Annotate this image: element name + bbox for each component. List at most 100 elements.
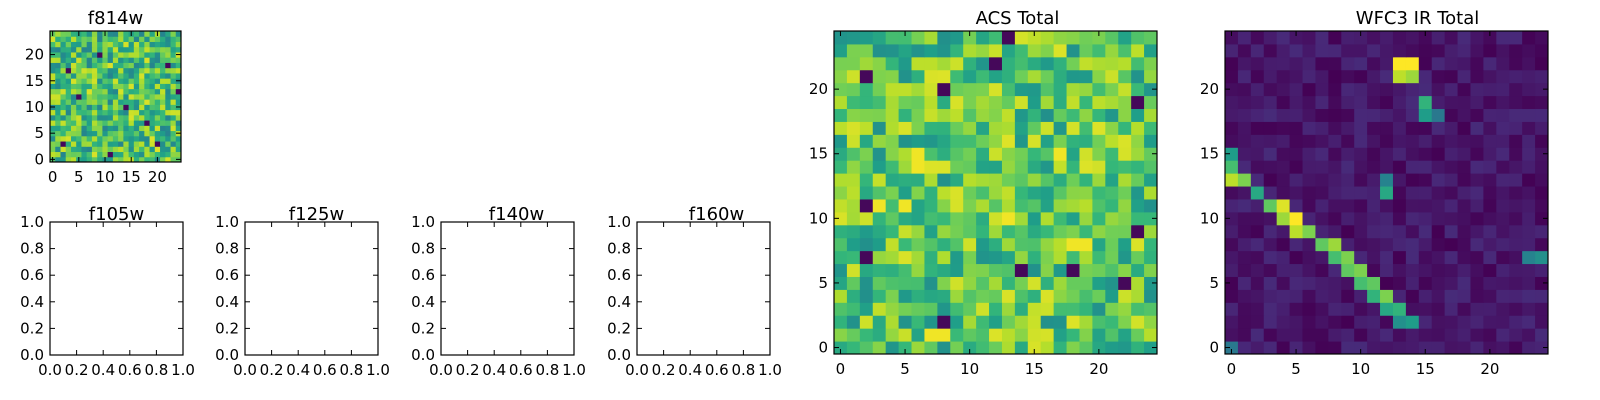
heatmap-cell — [846, 276, 861, 290]
heatmap-cell — [1131, 147, 1145, 161]
heatmap-cell — [118, 51, 124, 58]
heatmap-cell — [1470, 328, 1484, 342]
heatmap-cell — [1053, 198, 1068, 213]
heatmap-cell — [1315, 341, 1329, 355]
heatmap-cell — [898, 250, 913, 265]
heatmap-cell — [175, 135, 182, 142]
heatmap-cell — [1444, 198, 1459, 213]
heatmap-cell — [898, 121, 913, 135]
heatmap-cell — [989, 211, 1003, 226]
heatmap-cell — [898, 147, 913, 161]
heatmap-cell — [65, 146, 72, 153]
heatmap-cell — [86, 57, 93, 63]
heatmap-cell — [1328, 237, 1342, 252]
heatmap-cell — [102, 130, 109, 137]
heatmap-cell — [1431, 198, 1446, 213]
heatmap-cell — [1328, 160, 1342, 174]
heatmap-cell — [97, 141, 103, 147]
heatmap-cell — [1457, 43, 1471, 58]
heatmap-cell — [1040, 186, 1055, 200]
heatmap-cell — [1225, 56, 1239, 71]
heatmap-cell — [149, 93, 156, 100]
heatmap-cell — [1105, 43, 1119, 58]
heatmap-cell — [1328, 69, 1342, 84]
heatmap-cell — [834, 341, 848, 355]
heatmap-cell — [1535, 276, 1549, 290]
heatmap-cell — [1535, 121, 1549, 135]
heatmap-cell — [1328, 289, 1342, 303]
heatmap-cell — [963, 173, 977, 187]
heatmap-cell — [81, 120, 88, 126]
heatmap-cell — [1367, 237, 1381, 252]
heatmap-cell — [976, 328, 990, 342]
heatmap-cell — [1040, 341, 1055, 355]
heatmap-cell — [144, 41, 151, 48]
heatmap-cell — [133, 67, 140, 74]
heatmap-cell — [924, 263, 938, 277]
heatmap-cell — [834, 263, 848, 277]
heatmap-cell — [91, 41, 98, 48]
heatmap-cell — [1237, 237, 1252, 252]
x-tick-label: 1.0 — [171, 361, 195, 379]
heatmap-cell — [70, 78, 77, 84]
heatmap-cell — [128, 62, 135, 69]
heatmap-cell — [65, 156, 72, 163]
heatmap-cell — [1276, 108, 1291, 122]
y-tick-label: 0.4 — [215, 293, 239, 311]
heatmap-cell — [937, 315, 951, 329]
heatmap-cell — [834, 160, 848, 174]
heatmap-cell — [911, 224, 925, 239]
x-tick-label: 10 — [95, 168, 114, 186]
heatmap-cell — [1118, 302, 1132, 316]
heatmap-cell — [1092, 31, 1106, 45]
heatmap-cell — [102, 109, 109, 116]
heatmap-cell — [128, 120, 135, 126]
heatmap-cell — [165, 141, 172, 147]
x-tick-label: 5 — [1291, 360, 1301, 378]
heatmap-cell — [1289, 95, 1304, 110]
heatmap-cell — [885, 173, 900, 187]
heatmap-cell — [112, 41, 119, 48]
x-tick-label: 0.6 — [509, 361, 533, 379]
heatmap-cell — [898, 315, 913, 329]
heatmap-cell — [1014, 341, 1029, 355]
heatmap-cell — [50, 109, 56, 116]
heatmap-cell — [1250, 43, 1265, 58]
x-tick-label: 0.2 — [65, 361, 89, 379]
heatmap-cell — [149, 46, 156, 53]
heatmap-cell — [885, 302, 900, 316]
heatmap-cell — [144, 114, 151, 121]
heatmap-cell — [123, 36, 130, 42]
heatmap-cell — [1250, 69, 1265, 84]
heatmap-cell — [112, 51, 119, 58]
heatmap-cell — [60, 41, 67, 48]
heatmap-cell — [1405, 186, 1420, 200]
heatmap-cell — [60, 72, 67, 79]
heatmap-cell — [937, 95, 951, 110]
heatmap-cell — [1040, 328, 1055, 342]
heatmap-cell — [1405, 95, 1420, 110]
heatmap-cell — [1263, 328, 1278, 342]
heatmap-cell — [963, 95, 977, 110]
heatmap-cell — [1444, 263, 1459, 277]
heatmap-cell — [963, 43, 977, 58]
heatmap-cells — [834, 31, 1158, 355]
heatmap-cell — [1444, 173, 1459, 187]
heatmap-cell — [1053, 173, 1068, 187]
heatmap-cell — [1522, 276, 1536, 290]
heatmap-cell — [50, 36, 56, 42]
heatmap-cell — [133, 141, 140, 147]
empty-axes-background — [441, 222, 574, 355]
heatmap-cell — [1535, 31, 1549, 45]
heatmap-cell — [1131, 237, 1145, 252]
heatmap-cell — [1237, 147, 1252, 161]
heatmap-cell — [1040, 289, 1055, 303]
heatmap-cell — [107, 151, 114, 158]
heatmap-cell — [1040, 250, 1055, 265]
heatmap-cell — [989, 341, 1003, 355]
heatmap-cell — [872, 56, 887, 71]
heatmap-cell — [1405, 302, 1420, 316]
heatmap-cell — [885, 56, 900, 71]
heatmap-cell — [963, 160, 977, 174]
